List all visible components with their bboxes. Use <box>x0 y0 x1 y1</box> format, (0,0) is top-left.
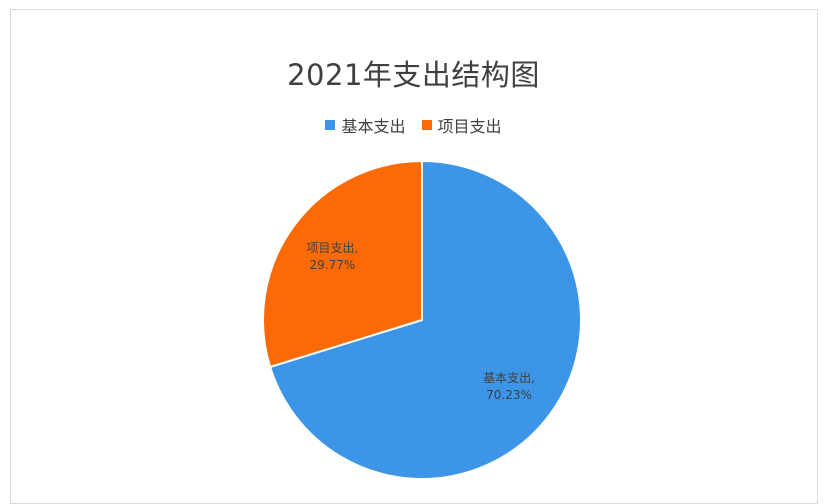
pie-slice-project <box>262 159 423 369</box>
pie-slices <box>262 159 582 480</box>
chart-legend: 基本支出 项目支出 <box>0 113 827 137</box>
legend-label-project: 项目支出 <box>437 117 502 136</box>
data-label-basic: 基本支出, 70.23% <box>483 371 535 402</box>
legend-item-basic: 基本支出 <box>325 113 406 137</box>
pie-data-labels: 基本支出, 70.23% 项目支出, 29.77% <box>307 241 535 402</box>
legend-swatch-basic <box>325 120 336 130</box>
data-label-project: 项目支出, 29.77% <box>307 241 359 272</box>
legend-swatch-project <box>421 120 432 130</box>
pie-slice-basic <box>268 159 582 480</box>
legend-label-basic: 基本支出 <box>341 117 406 136</box>
legend-item-project: 项目支出 <box>421 113 502 137</box>
chart-title: 2021年支出结构图 <box>287 58 540 92</box>
